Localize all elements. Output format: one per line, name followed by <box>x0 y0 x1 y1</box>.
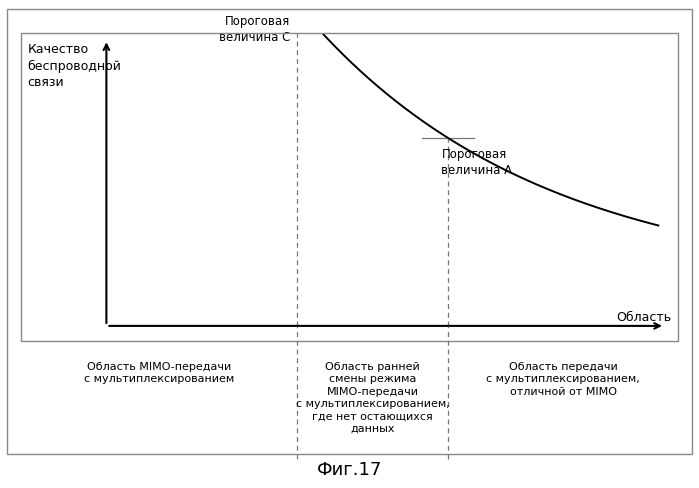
Text: Область MIMO-передачи
с мультиплексированием: Область MIMO-передачи с мультиплексирова… <box>84 361 234 384</box>
Text: Область: Область <box>617 310 672 323</box>
Text: Пороговая
величина С: Пороговая величина С <box>219 15 290 43</box>
Text: Фиг.17: Фиг.17 <box>317 460 382 478</box>
Text: Пороговая
величина А: Пороговая величина А <box>442 148 512 177</box>
Text: Область ранней
смены режима
MIMO-передачи
с мультиплексированием,
где нет остающ: Область ранней смены режима MIMO-передач… <box>296 361 449 433</box>
Text: Качество
беспроводной
связи: Качество беспроводной связи <box>27 43 122 88</box>
Text: Область передачи
с мультиплексированием,
отличной от MIMO: Область передачи с мультиплексированием,… <box>487 361 640 396</box>
